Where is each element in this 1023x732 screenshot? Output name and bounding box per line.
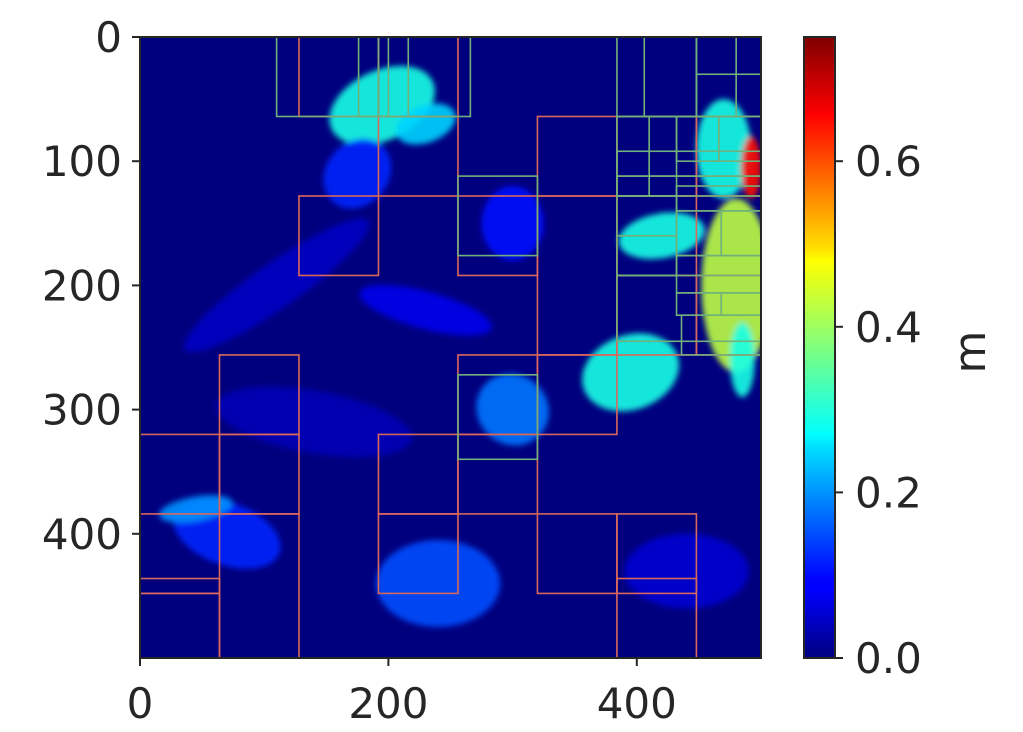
x-axis: 0 200 400 (127, 658, 677, 728)
plot-area (139, 36, 762, 659)
colorbar-tick-label: 0.2 (855, 468, 922, 517)
x-tick-label: 200 (348, 679, 428, 728)
heat-region (741, 136, 761, 199)
x-tick-label: 0 (127, 679, 154, 728)
plot-frame (139, 36, 762, 659)
green-box (275, 37, 380, 118)
heat-region (159, 495, 233, 523)
heat-region (375, 540, 501, 627)
heat-region (323, 138, 392, 209)
heat-region (184, 218, 370, 353)
colorbar-tick-label: 0.0 (855, 634, 922, 683)
heat-region (582, 333, 679, 412)
heat-region (215, 386, 412, 458)
heat-regions (159, 65, 761, 627)
y-tick-label: 0 (95, 13, 122, 62)
heat-region (624, 533, 749, 609)
heat-region (476, 373, 549, 446)
green-box (357, 37, 410, 118)
colorbar: 0.0 0.2 0.4 0.6 m (803, 36, 996, 683)
green-box (680, 314, 761, 356)
green-box (387, 37, 472, 118)
x-tick-label: 400 (597, 679, 677, 728)
colorbar-gradient (803, 36, 836, 659)
heat-region (481, 186, 544, 261)
y-axis: 0 100 200 300 400 (42, 13, 140, 559)
red-box (377, 513, 459, 595)
heat-region (359, 285, 492, 336)
red-box (616, 577, 698, 658)
y-tick-label: 300 (42, 386, 122, 435)
red-box (616, 513, 698, 595)
red-box (298, 195, 380, 277)
colorbar-tick-label: 0.4 (855, 303, 922, 352)
y-tick-label: 400 (42, 510, 122, 559)
green-box (457, 374, 539, 461)
colorbar-tick-label: 0.6 (855, 137, 922, 186)
heat-region (729, 322, 755, 398)
heat-region (395, 103, 456, 145)
green-box (457, 175, 539, 257)
colorbar-ticks: 0.0 0.2 0.4 0.6 (835, 137, 922, 683)
colorbar-label: m (945, 331, 996, 374)
y-tick-label: 200 (42, 261, 122, 310)
heat-region (696, 99, 752, 199)
y-tick-label: 100 (42, 137, 122, 186)
